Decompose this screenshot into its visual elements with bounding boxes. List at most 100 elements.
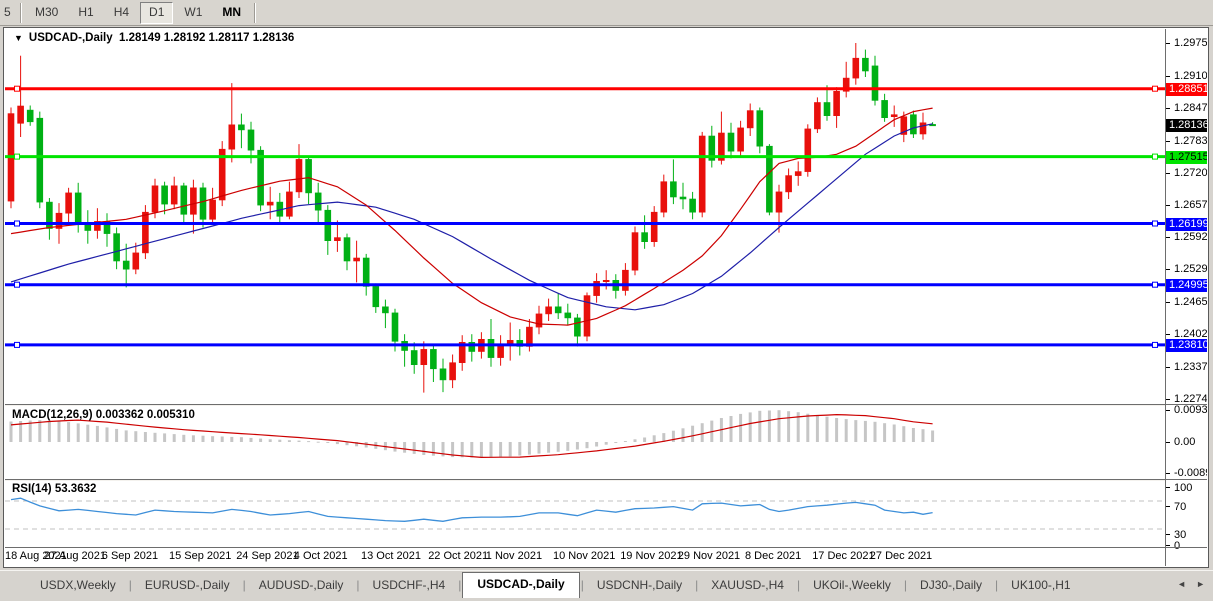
- line-handle[interactable]: [1152, 153, 1158, 160]
- tab-scroll-right-button[interactable]: ►: [1196, 579, 1205, 589]
- line-handle[interactable]: [1152, 281, 1158, 288]
- chart-tab-xauusd-h4[interactable]: XAUUSD-,H4: [711, 577, 784, 592]
- price-tick-label: 1.22745: [1174, 393, 1207, 405]
- chart-tab-strip: USDX,Weekly | EURUSD-,Daily | AUDUSD-,Daily |…: [28, 571, 1083, 598]
- chart-tab-usdx-weekly[interactable]: USDX,Weekly: [40, 577, 116, 592]
- date-label: 27 Aug 2021: [44, 550, 106, 562]
- line-handle[interactable]: [1152, 341, 1158, 348]
- tab-separator: |: [796, 578, 801, 592]
- tab-separator: |: [128, 578, 132, 592]
- date-label: 1 Nov 2021: [485, 550, 543, 562]
- date-label: 22 Oct 2021: [428, 550, 489, 562]
- price-tick-label: 1.25295: [1174, 263, 1207, 276]
- timeframe-button-w1[interactable]: W1: [184, 4, 203, 19]
- macd-tick-label: 0.00: [1174, 436, 1196, 448]
- date-label: 6 Sep 2021: [101, 550, 159, 562]
- pane-splitter[interactable]: [5, 479, 1165, 480]
- date-label: 27 Dec 2021: [869, 550, 933, 562]
- date-label: 8 Dec 2021: [745, 550, 802, 562]
- line-handle[interactable]: [14, 281, 20, 288]
- current-price-badge: 1.28136: [1166, 119, 1207, 132]
- rsi-indicator-label: RSI(14) 53.3632: [12, 483, 97, 495]
- timeframe-button-m30[interactable]: M30: [35, 4, 59, 19]
- chart-tab-ukoil-weekly[interactable]: UKOil-,Weekly: [813, 577, 891, 592]
- date-label: 18 Aug 2021: [5, 550, 67, 562]
- rsi-tick-label: 70: [1174, 501, 1187, 513]
- price-tick-label: 1.23375: [1174, 361, 1207, 373]
- macd-tick-label: 0.009345: [1174, 404, 1207, 416]
- tab-separator: |: [580, 578, 584, 592]
- macd-tick-label: -0.008902: [1174, 466, 1207, 479]
- timeframe-button-m15[interactable]: 5: [4, 4, 11, 19]
- chart-tab-eurusd-daily[interactable]: EURUSD-,Daily: [144, 577, 230, 592]
- tab-separator: |: [458, 578, 462, 592]
- chart-tab-usdcad-daily[interactable]: USDCAD-,Daily: [462, 571, 580, 598]
- hline-price-badge: 1.28851: [1166, 82, 1207, 96]
- price-tick-label: 1.29750: [1174, 37, 1207, 49]
- rsi-line: [10, 497, 933, 522]
- timeframe-button-d1[interactable]: D1: [140, 1, 174, 24]
- toolbar-separator: [254, 2, 257, 23]
- chart-client-area: ▼ USDCAD-,Daily 1.28149 1.28192 1.28117 1…: [5, 29, 1207, 566]
- timeframe-button-h1[interactable]: H1: [78, 4, 94, 19]
- date-label: 15 Sep 2021: [169, 550, 232, 562]
- tab-scroll-left-button[interactable]: ◄: [1177, 579, 1187, 589]
- rsi-pane-canvas[interactable]: [5, 481, 1165, 547]
- macd-indicator-label: MACD(12,26,9) 0.003362 0.005310: [12, 409, 195, 421]
- price-tick-label: 1.24650: [1174, 296, 1207, 309]
- line-handle[interactable]: [14, 85, 20, 92]
- toolbar-separator: [20, 2, 22, 23]
- price-tick-label: 1.25925: [1174, 231, 1207, 244]
- chart-tab-uk100-h1[interactable]: UK100-,H1: [1011, 577, 1071, 592]
- date-label: 24 Sep 2021: [236, 550, 299, 562]
- tab-separator: |: [695, 578, 699, 592]
- chart-ohlc-values: 1.28149 1.28192 1.28117 1.28136: [119, 32, 295, 44]
- ma-slow-line: [10, 123, 933, 311]
- timeframe-button-mn[interactable]: MN: [222, 4, 242, 19]
- date-label: 19 Nov 2021: [620, 550, 683, 562]
- price-tick-label: 1.27200: [1174, 166, 1207, 179]
- timeframe-button-h4[interactable]: H4: [113, 4, 130, 19]
- chart-dropdown-icon[interactable]: ▼: [14, 33, 23, 43]
- rsi-tick-label: 0: [1174, 540, 1181, 552]
- tab-separator: |: [903, 578, 908, 592]
- price-tick-label: 1.24020: [1174, 328, 1207, 341]
- hline-price-badge: 1.26199: [1166, 217, 1207, 231]
- line-handle[interactable]: [14, 153, 20, 160]
- date-label: 17 Dec 2021: [812, 550, 875, 562]
- ma-fast-line: [10, 107, 933, 326]
- line-handle[interactable]: [14, 220, 20, 227]
- price-pane-canvas[interactable]: [5, 29, 1165, 404]
- hline-price-badge: 1.27515: [1166, 150, 1207, 164]
- price-tick-label: 1.29105: [1174, 69, 1207, 82]
- timeframe-toolbar: 5 M30 H1 H4 D1 W1 MN: [0, 0, 1213, 26]
- chart-tab-audusd-daily[interactable]: AUDUSD-,Daily: [258, 577, 344, 592]
- tab-separator: |: [356, 578, 360, 592]
- price-tick-label: 1.27830: [1174, 134, 1207, 147]
- chart-tab-usdcnh-daily[interactable]: USDCNH-,Daily: [596, 577, 683, 592]
- macd-pane-canvas[interactable]: [5, 406, 1165, 479]
- price-axis[interactable]: 1.29750 1.29105 1.28475 1.27830 1.27200 1.265…: [1165, 29, 1207, 566]
- line-handle[interactable]: [1152, 220, 1158, 227]
- tab-separator: |: [995, 578, 999, 592]
- line-handle[interactable]: [1152, 85, 1158, 92]
- rsi-tick-label: 100: [1174, 482, 1193, 494]
- date-label: 29 Nov 2021: [677, 550, 741, 562]
- date-axis[interactable]: 18 Aug 2021 27 Aug 2021 6 Sep 2021 15 Sep 2…: [5, 548, 1165, 566]
- pane-splitter-highlight: [5, 480, 1165, 481]
- tab-separator: |: [242, 578, 246, 592]
- hline-price-badge: 1.23810: [1166, 338, 1207, 352]
- pane-splitter[interactable]: [5, 404, 1165, 405]
- date-label: 13 Oct 2021: [361, 550, 421, 562]
- pane-splitter: [5, 547, 1165, 548]
- chart-tab-dj30-daily[interactable]: DJ30-,Daily: [920, 577, 983, 592]
- chart-window: ▼ USDCAD-,Daily 1.28149 1.28192 1.28117 1…: [3, 27, 1209, 568]
- chart-tab-usdchf-h4[interactable]: USDCHF-,H4: [372, 577, 446, 592]
- hline-price-badge: 1.24995: [1166, 278, 1207, 292]
- price-tick-label: 1.28475: [1174, 101, 1207, 114]
- chart-tab-bar: USDX,Weekly | EURUSD-,Daily | AUDUSD-,Daily |…: [0, 570, 1213, 601]
- pane-splitter-highlight: [5, 405, 1165, 406]
- date-label: 10 Nov 2021: [553, 550, 616, 562]
- macd-signal-line: [10, 413, 933, 459]
- line-handle[interactable]: [14, 341, 20, 348]
